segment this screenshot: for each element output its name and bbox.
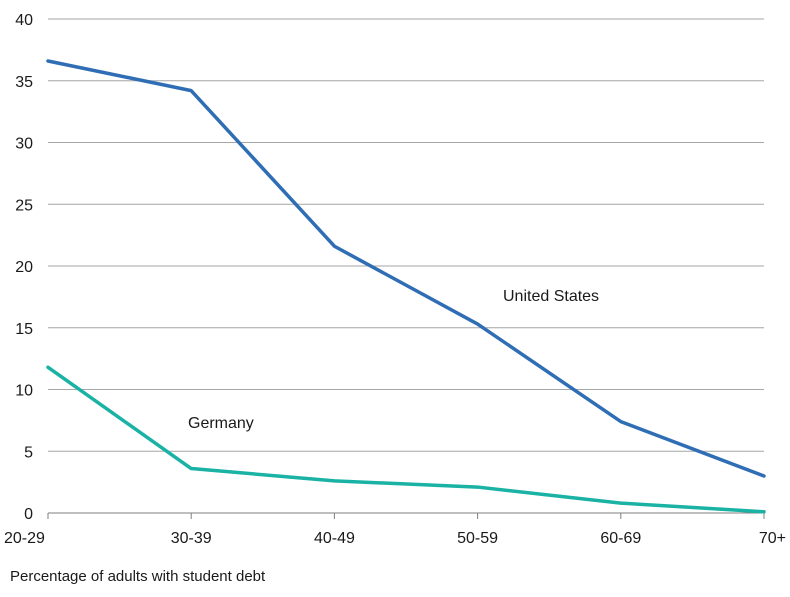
series-label-germany: Germany: [188, 415, 254, 432]
y-tick-label: 25: [15, 197, 33, 214]
x-tick-label: 20-29: [4, 530, 45, 547]
y-axis-ticks: 0 5 10 15 20 25 30 35 40: [15, 12, 33, 523]
x-tick-label: 30-39: [171, 530, 212, 547]
x-tick-label: 50-59: [457, 530, 498, 547]
x-tick-label: 70+: [759, 530, 786, 547]
series-line-germany: [46, 365, 766, 514]
x-tick-label: 40-49: [314, 530, 355, 547]
gridlines: [48, 18, 764, 514]
y-tick-label: 5: [24, 444, 33, 461]
x-tick-label: 60-69: [600, 530, 641, 547]
y-tick-label: 30: [15, 136, 33, 153]
x-axis-ticks: 20-29 30-39 40-49 50-59 60-69 70+: [4, 513, 786, 547]
series-line-united-states: [46, 59, 766, 478]
series-lines: [46, 59, 766, 514]
y-tick-label: 40: [15, 12, 33, 29]
y-tick-label: 15: [15, 321, 33, 338]
y-tick-label: 20: [15, 259, 33, 276]
series-labels: United States Germany: [188, 288, 599, 432]
series-label-united-states: United States: [503, 288, 599, 305]
chart-caption: Percentage of adults with student debt: [10, 568, 266, 585]
y-tick-label: 35: [15, 74, 33, 91]
y-tick-label: 0: [24, 506, 33, 523]
y-tick-label: 10: [15, 383, 33, 400]
